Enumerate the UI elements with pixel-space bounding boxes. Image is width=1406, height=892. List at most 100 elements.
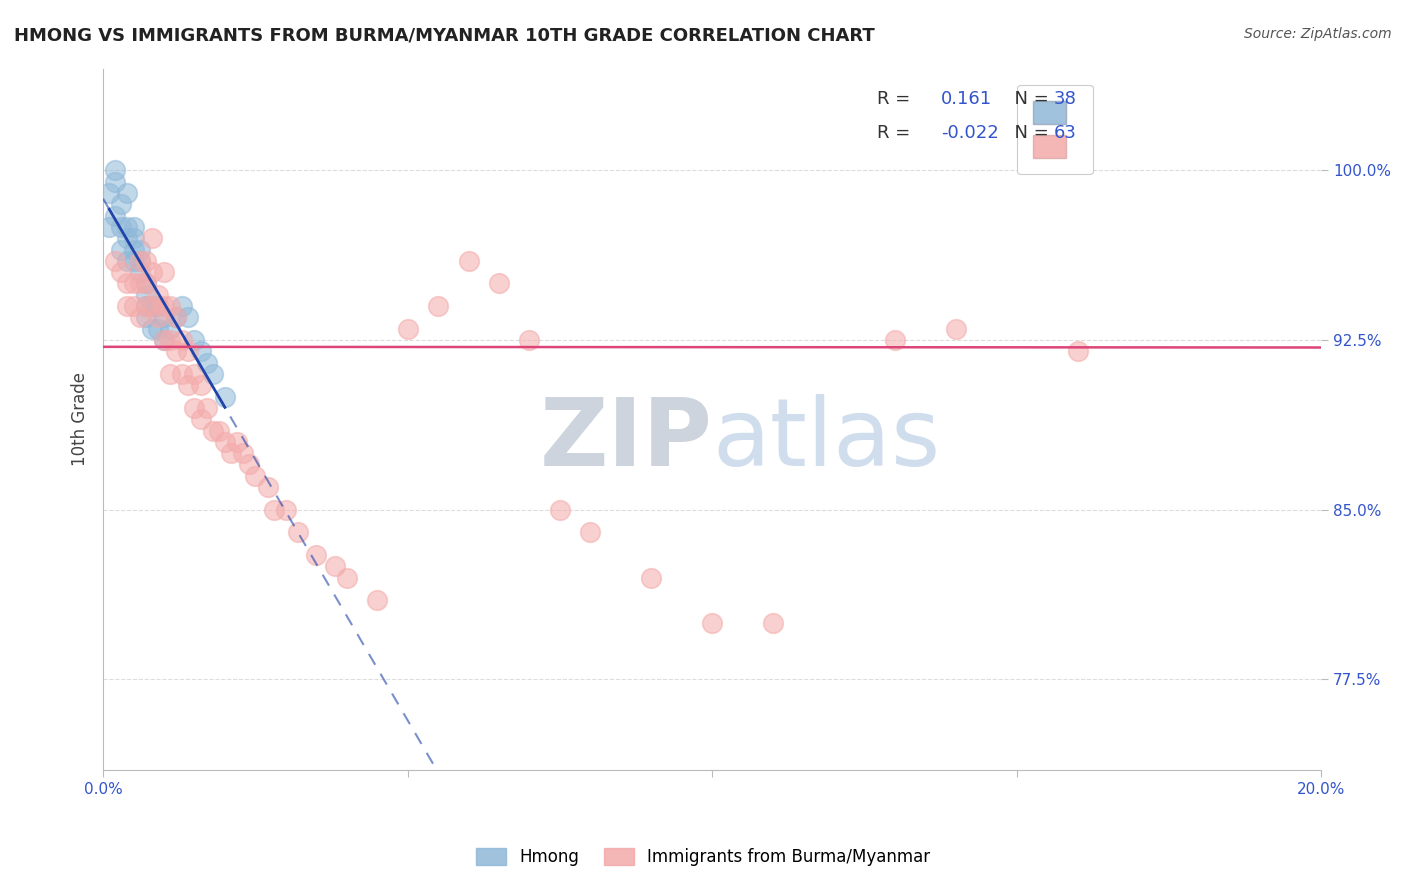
Text: ZIP: ZIP [540, 394, 713, 486]
Point [165, 310, 187, 325]
Point [135, 277, 157, 291]
Point [183, 367, 205, 381]
Text: R =: R = [876, 90, 915, 109]
Point [190, 412, 212, 426]
Point [172, 367, 194, 381]
Point [135, 277, 157, 291]
Point [159, 322, 181, 336]
Point [128, 277, 150, 291]
Point [153, 299, 176, 313]
Point [159, 367, 181, 381]
Point [195, 356, 218, 370]
Point [214, 390, 236, 404]
Point [305, 548, 328, 562]
Point [135, 310, 157, 325]
Point [98, 186, 121, 200]
Point [122, 243, 145, 257]
Point [256, 480, 278, 494]
Point [238, 458, 260, 472]
Point [172, 299, 194, 313]
Point [104, 253, 127, 268]
Text: R =: R = [876, 124, 915, 142]
Point [287, 525, 309, 540]
Point [122, 277, 145, 291]
Point [177, 310, 200, 325]
Point [263, 502, 285, 516]
Point [141, 322, 163, 336]
Point [201, 424, 224, 438]
Point [135, 287, 157, 301]
Point [141, 299, 163, 313]
Point [110, 197, 132, 211]
Point [141, 265, 163, 279]
Point [104, 175, 127, 189]
Point [122, 219, 145, 234]
Point [128, 253, 150, 268]
Point [640, 571, 662, 585]
Point [122, 231, 145, 245]
Point [226, 434, 249, 449]
Point [153, 333, 176, 347]
Point [165, 310, 187, 325]
Point [214, 434, 236, 449]
Point [110, 265, 132, 279]
Point [702, 615, 724, 630]
Point [457, 253, 479, 268]
Point [232, 446, 254, 460]
Point [183, 401, 205, 415]
Point [141, 231, 163, 245]
Text: atlas: atlas [713, 394, 941, 486]
Point [128, 253, 150, 268]
Point [427, 299, 450, 313]
Legend: Hmong, Immigrants from Burma/Myanmar: Hmong, Immigrants from Burma/Myanmar [467, 840, 939, 875]
Point [177, 344, 200, 359]
Point [183, 333, 205, 347]
Point [104, 163, 127, 178]
Point [208, 424, 231, 438]
Point [366, 593, 388, 607]
Point [245, 468, 267, 483]
Point [396, 322, 419, 336]
Point [159, 333, 181, 347]
Point [336, 571, 359, 585]
Point [110, 219, 132, 234]
Point [165, 344, 187, 359]
Point [146, 322, 169, 336]
Text: N =: N = [1002, 90, 1054, 109]
Point [146, 287, 169, 301]
Point [146, 310, 169, 325]
Point [177, 378, 200, 392]
Point [190, 378, 212, 392]
Point [98, 219, 121, 234]
Point [195, 401, 218, 415]
Point [153, 310, 176, 325]
Text: 63: 63 [1053, 124, 1077, 142]
Y-axis label: 10th Grade: 10th Grade [72, 372, 89, 467]
Point [117, 186, 139, 200]
Point [274, 502, 297, 516]
Point [117, 253, 139, 268]
Point [153, 333, 176, 347]
Text: N =: N = [1002, 124, 1054, 142]
Point [146, 299, 169, 313]
Point [1066, 344, 1088, 359]
Point [219, 446, 242, 460]
Point [117, 277, 139, 291]
Point [104, 209, 127, 223]
Point [323, 559, 346, 574]
Point [135, 299, 157, 313]
Legend: , : , [1017, 85, 1092, 174]
Text: 0.161: 0.161 [941, 90, 993, 109]
Point [159, 299, 181, 313]
Point [519, 333, 541, 347]
Point [488, 277, 510, 291]
Point [117, 299, 139, 313]
Point [883, 333, 905, 347]
Point [128, 265, 150, 279]
Point [201, 367, 224, 381]
Point [122, 299, 145, 313]
Point [762, 615, 785, 630]
Point [172, 333, 194, 347]
Point [117, 231, 139, 245]
Text: Source: ZipAtlas.com: Source: ZipAtlas.com [1244, 27, 1392, 41]
